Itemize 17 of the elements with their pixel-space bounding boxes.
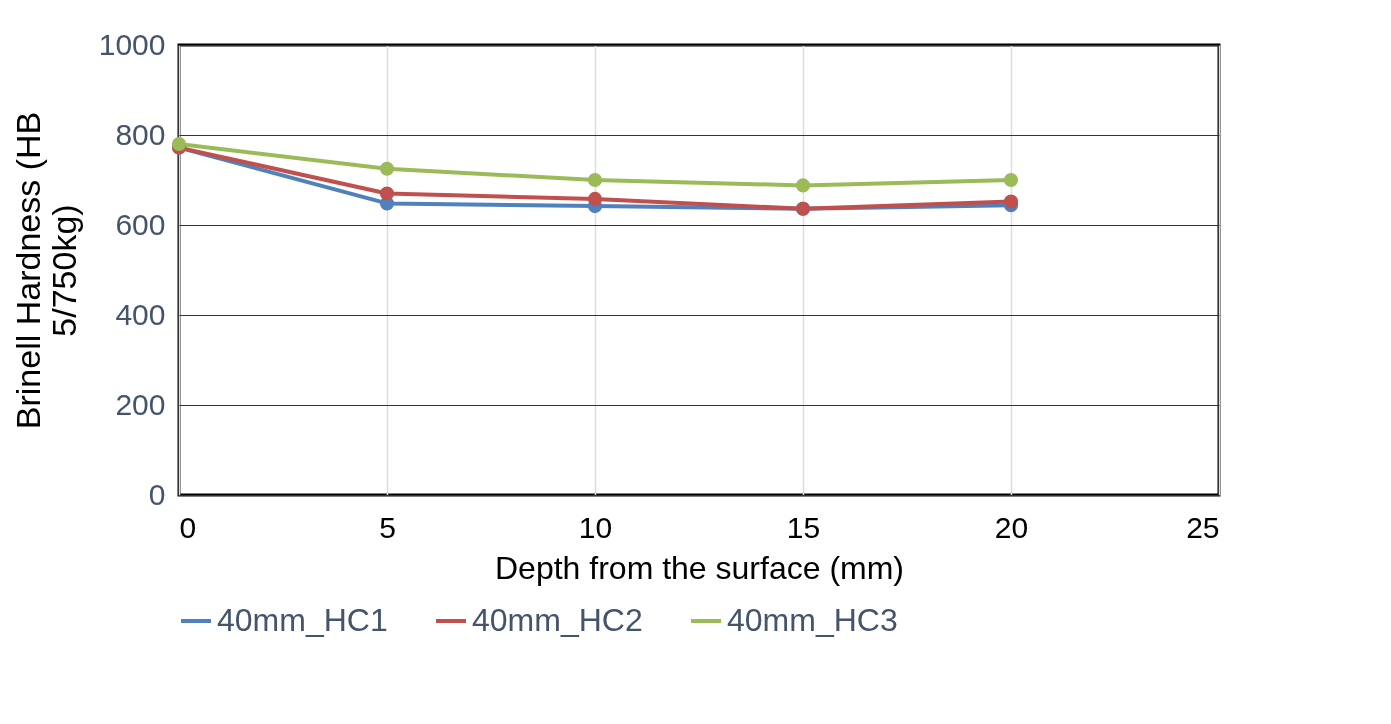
legend-label: 40mm_HC2 [472,602,643,638]
x-tick-label: 25 [1186,510,1220,544]
x-tick-label: 0 [179,510,197,544]
y-tick-label: 400 [115,297,166,331]
legend-label: 40mm_HC1 [217,602,388,638]
y-tick-label: 1000 [98,27,166,61]
x-tick-label: 5 [379,510,396,544]
y-axis-title: Brinell Hardness (HB 5/750kg) [8,111,83,430]
x-tick-label: 10 [578,510,613,544]
legend-label: 40mm_HC3 [727,602,898,638]
x-axis-title: Depth from the surface (mm) [495,549,904,586]
y-tick-label: 600 [115,207,166,241]
x-tick-label: 20 [994,510,1029,544]
y-tick-label: 800 [115,117,166,151]
y-tick-label: 200 [115,387,166,421]
y-tick-label: 0 [148,477,166,511]
x-tick-label: 15 [786,510,821,544]
